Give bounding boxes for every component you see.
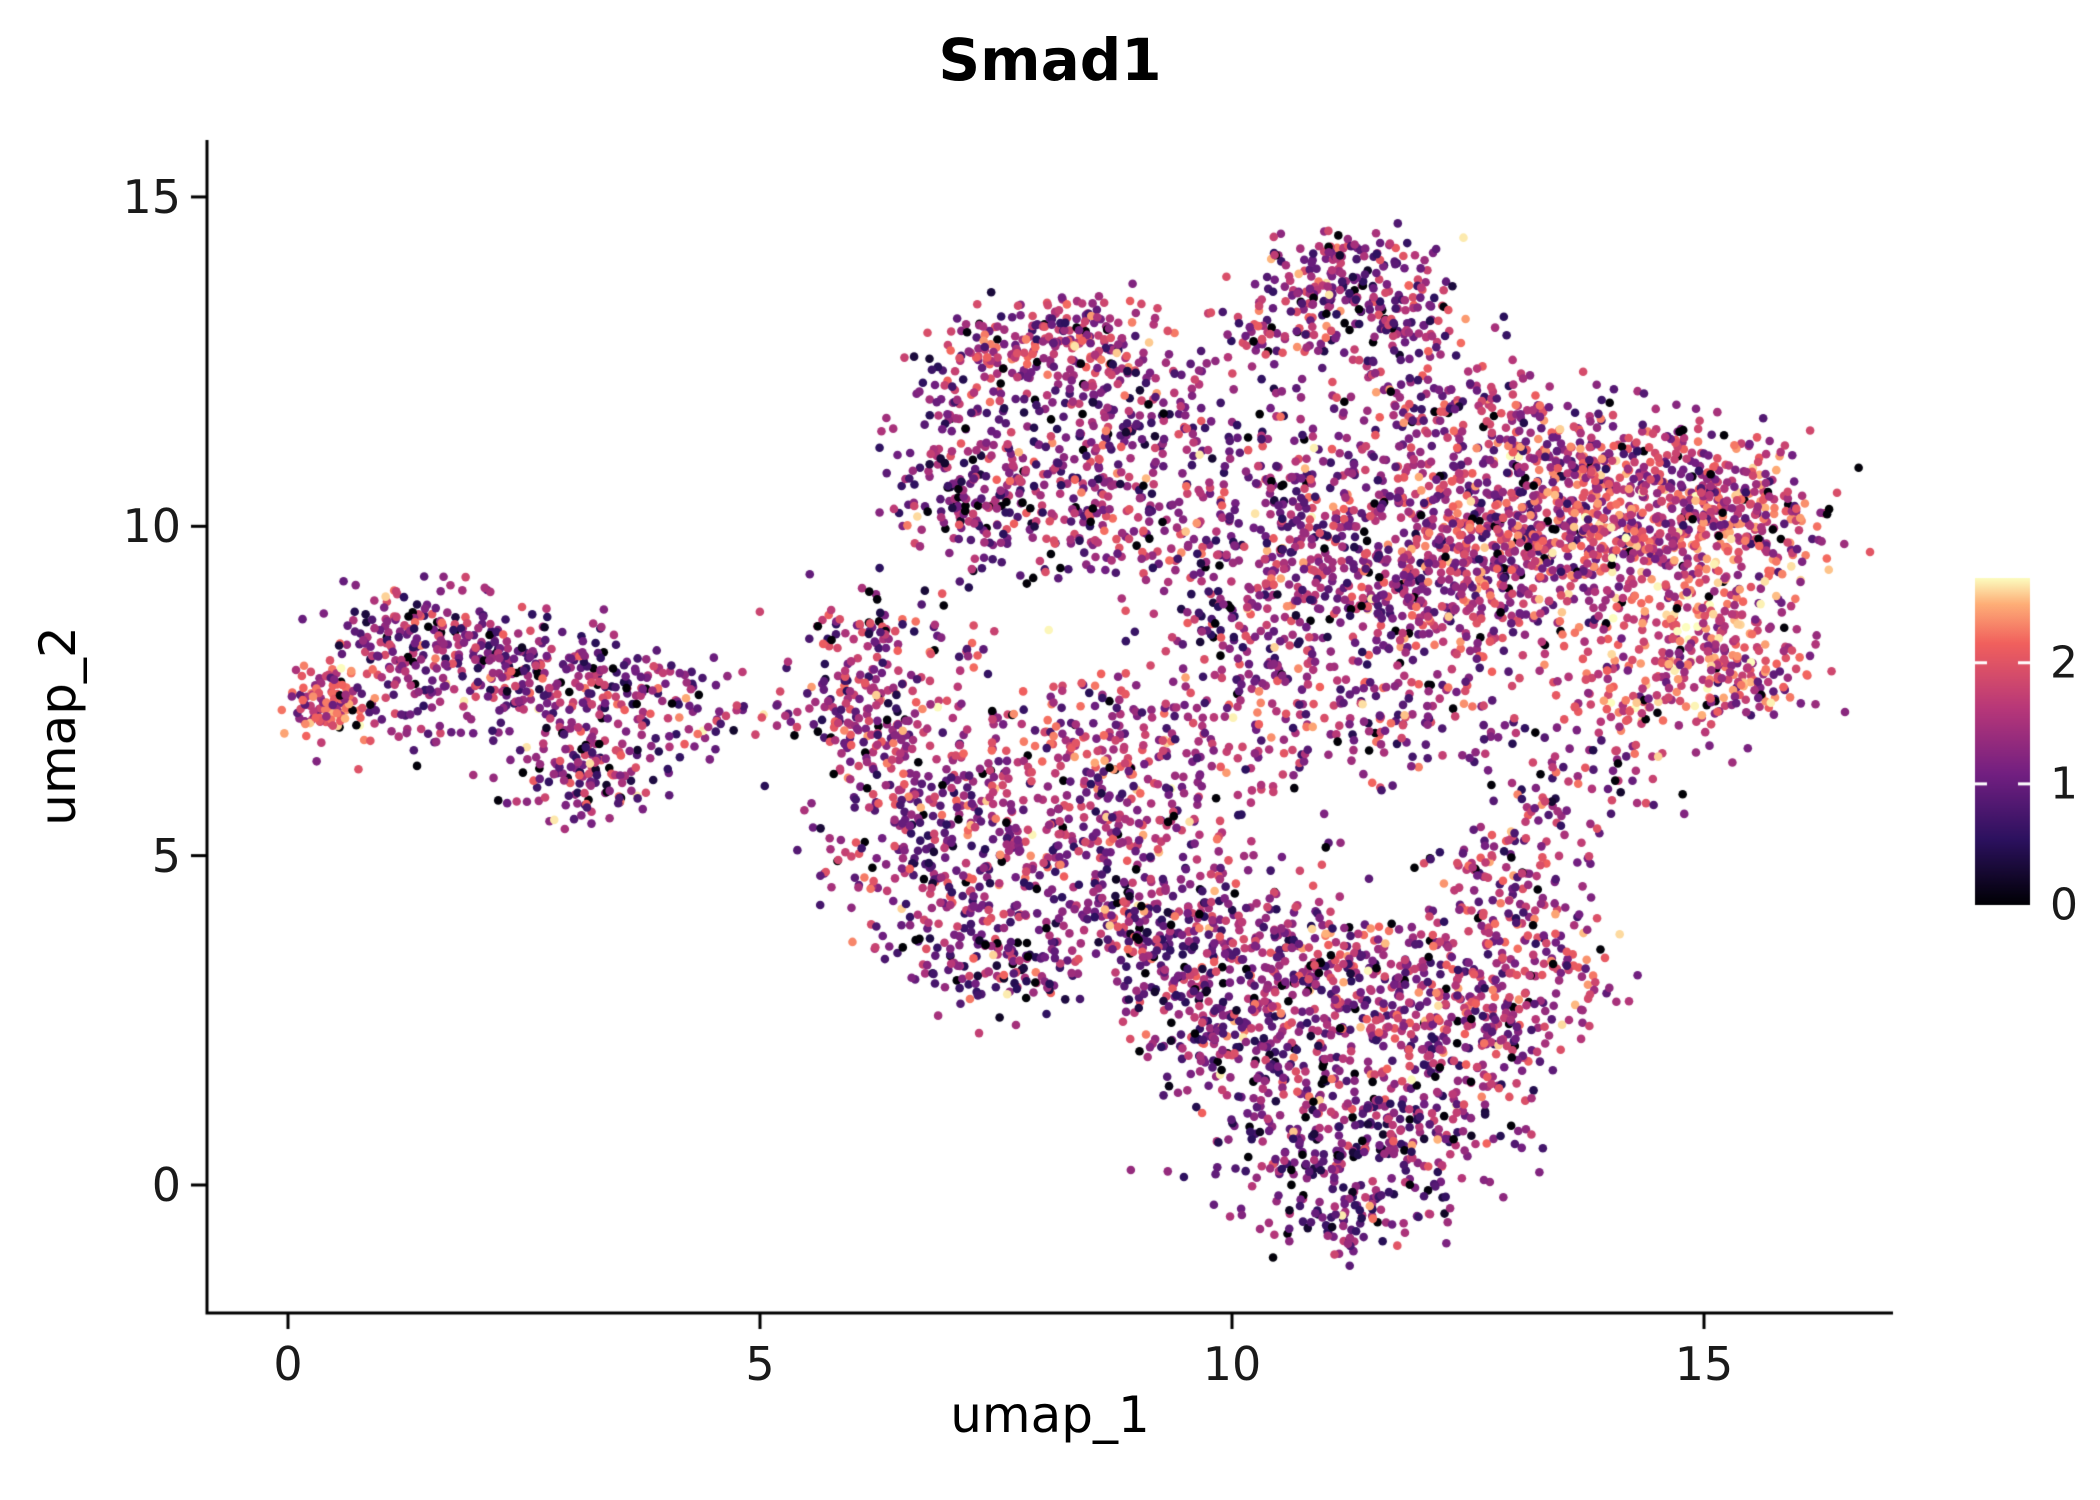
y-axis-label: umap_2 bbox=[29, 626, 87, 826]
plot-title: Smad1 bbox=[938, 26, 1162, 94]
x-tick-label: 15 bbox=[1674, 1337, 1734, 1391]
colorbar-tick-label: 1 bbox=[2050, 758, 2078, 810]
y-tick-label: 0 bbox=[151, 1158, 181, 1212]
colorbar-tick-label: 0 bbox=[2050, 879, 2078, 931]
x-axis-label: umap_1 bbox=[950, 1386, 1150, 1444]
colorbar-tick-label: 2 bbox=[2050, 637, 2078, 689]
x-tick-label: 10 bbox=[1202, 1337, 1262, 1391]
x-tick-label: 0 bbox=[273, 1337, 303, 1391]
x-tick-label: 5 bbox=[745, 1337, 775, 1391]
y-tick-label: 15 bbox=[122, 169, 181, 224]
y-tick-label: 10 bbox=[122, 499, 181, 554]
y-tick-label: 5 bbox=[151, 828, 181, 883]
